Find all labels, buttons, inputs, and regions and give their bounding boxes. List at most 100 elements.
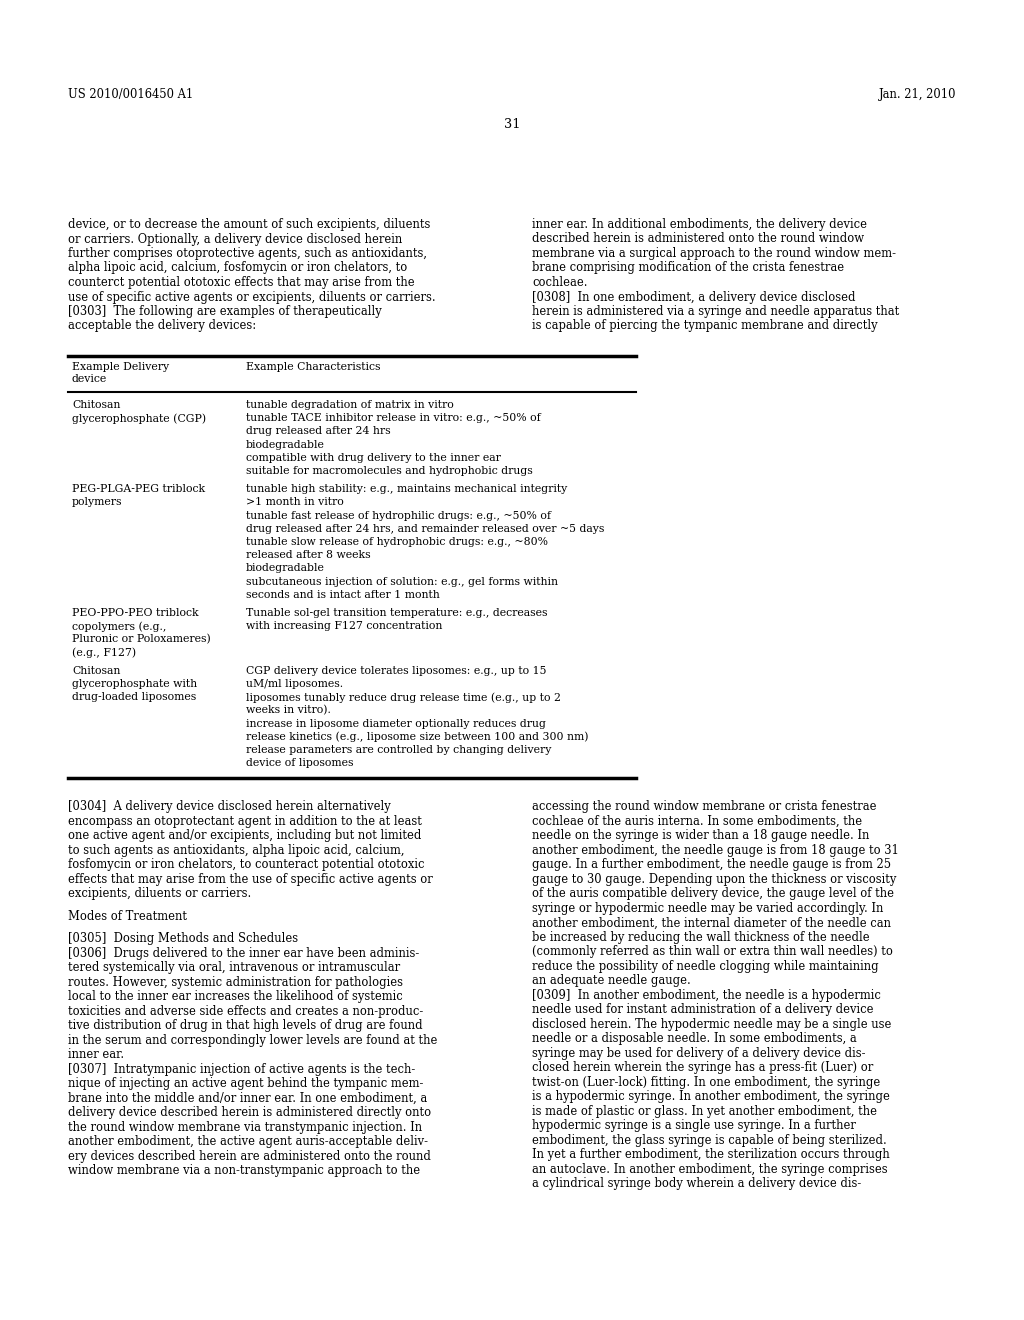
Text: reduce the possibility of needle clogging while maintaining: reduce the possibility of needle cloggin…	[532, 960, 879, 973]
Text: closed herein wherein the syringe has a press-fit (Luer) or: closed herein wherein the syringe has a …	[532, 1061, 873, 1074]
Text: PEG-PLGA-PEG triblock: PEG-PLGA-PEG triblock	[72, 484, 205, 494]
Text: released after 8 weeks: released after 8 weeks	[246, 550, 371, 560]
Text: drug released after 24 hrs, and remainder released over ~5 days: drug released after 24 hrs, and remainde…	[246, 524, 604, 533]
Text: [0309]  In another embodiment, the needle is a hypodermic: [0309] In another embodiment, the needle…	[532, 989, 881, 1002]
Text: release kinetics (e.g., liposome size between 100 and 300 nm): release kinetics (e.g., liposome size be…	[246, 731, 589, 742]
Text: Modes of Treatment: Modes of Treatment	[68, 909, 187, 923]
Text: in the serum and correspondingly lower levels are found at the: in the serum and correspondingly lower l…	[68, 1034, 437, 1047]
Text: or carriers. Optionally, a delivery device disclosed herein: or carriers. Optionally, a delivery devi…	[68, 232, 402, 246]
Text: excipients, diluents or carriers.: excipients, diluents or carriers.	[68, 887, 251, 900]
Text: [0303]  The following are examples of therapeutically: [0303] The following are examples of the…	[68, 305, 382, 318]
Text: is made of plastic or glass. In yet another embodiment, the: is made of plastic or glass. In yet anot…	[532, 1105, 877, 1118]
Text: glycerophosphate with: glycerophosphate with	[72, 678, 198, 689]
Text: accessing the round window membrane or crista fenestrae: accessing the round window membrane or c…	[532, 800, 877, 813]
Text: is a hypodermic syringe. In another embodiment, the syringe: is a hypodermic syringe. In another embo…	[532, 1090, 890, 1104]
Text: Example Delivery
device: Example Delivery device	[72, 362, 169, 384]
Text: PEO-PPO-PEO triblock: PEO-PPO-PEO triblock	[72, 609, 199, 618]
Text: [0307]  Intratympanic injection of active agents is the tech-: [0307] Intratympanic injection of active…	[68, 1063, 416, 1076]
Text: embodiment, the glass syringe is capable of being sterilized.: embodiment, the glass syringe is capable…	[532, 1134, 887, 1147]
Text: another embodiment, the active agent auris-acceptable deliv-: another embodiment, the active agent aur…	[68, 1135, 428, 1148]
Text: local to the inner ear increases the likelihood of systemic: local to the inner ear increases the lik…	[68, 990, 402, 1003]
Text: suitable for macromolecules and hydrophobic drugs: suitable for macromolecules and hydropho…	[246, 466, 532, 477]
Text: subcutaneous injection of solution: e.g., gel forms within: subcutaneous injection of solution: e.g.…	[246, 577, 558, 586]
Text: another embodiment, the internal diameter of the needle can: another embodiment, the internal diamete…	[532, 916, 891, 929]
Text: of the auris compatible delivery device, the gauge level of the: of the auris compatible delivery device,…	[532, 887, 894, 900]
Text: tered systemically via oral, intravenous or intramuscular: tered systemically via oral, intravenous…	[68, 961, 400, 974]
Text: inner ear.: inner ear.	[68, 1048, 124, 1061]
Text: uM/ml liposomes.: uM/ml liposomes.	[246, 678, 343, 689]
Text: alpha lipoic acid, calcium, fosfomycin or iron chelators, to: alpha lipoic acid, calcium, fosfomycin o…	[68, 261, 408, 275]
Text: tunable fast release of hydrophilic drugs: e.g., ~50% of: tunable fast release of hydrophilic drug…	[246, 511, 551, 520]
Text: (e.g., F127): (e.g., F127)	[72, 648, 136, 659]
Text: liposomes tunably reduce drug release time (e.g., up to 2: liposomes tunably reduce drug release ti…	[246, 692, 561, 702]
Text: to such agents as antioxidants, alpha lipoic acid, calcium,: to such agents as antioxidants, alpha li…	[68, 843, 404, 857]
Text: with increasing F127 concentration: with increasing F127 concentration	[246, 622, 442, 631]
Text: an autoclave. In another embodiment, the syringe comprises: an autoclave. In another embodiment, the…	[532, 1163, 888, 1176]
Text: Tunable sol-gel transition temperature: e.g., decreases: Tunable sol-gel transition temperature: …	[246, 609, 548, 618]
Text: Pluronic or Poloxameres): Pluronic or Poloxameres)	[72, 635, 211, 644]
Text: effects that may arise from the use of specific active agents or: effects that may arise from the use of s…	[68, 873, 433, 886]
Text: cochleae.: cochleae.	[532, 276, 588, 289]
Text: Chitosan: Chitosan	[72, 400, 121, 411]
Text: acceptable the delivery devices:: acceptable the delivery devices:	[68, 319, 256, 333]
Text: ery devices described herein are administered onto the round: ery devices described herein are adminis…	[68, 1150, 431, 1163]
Text: increase in liposome diameter optionally reduces drug: increase in liposome diameter optionally…	[246, 718, 546, 729]
Text: tunable degradation of matrix in vitro: tunable degradation of matrix in vitro	[246, 400, 454, 411]
Text: needle on the syringe is wider than a 18 gauge needle. In: needle on the syringe is wider than a 18…	[532, 829, 869, 842]
Text: toxicities and adverse side effects and creates a non-produc-: toxicities and adverse side effects and …	[68, 1005, 423, 1018]
Text: tunable slow release of hydrophobic drugs: e.g., ~80%: tunable slow release of hydrophobic drug…	[246, 537, 548, 546]
Text: herein is administered via a syringe and needle apparatus that: herein is administered via a syringe and…	[532, 305, 899, 318]
Text: device, or to decrease the amount of such excipients, diluents: device, or to decrease the amount of suc…	[68, 218, 430, 231]
Text: needle used for instant administration of a delivery device: needle used for instant administration o…	[532, 1003, 873, 1016]
Text: use of specific active agents or excipients, diluents or carriers.: use of specific active agents or excipie…	[68, 290, 435, 304]
Text: be increased by reducing the wall thickness of the needle: be increased by reducing the wall thickn…	[532, 931, 869, 944]
Text: compatible with drug delivery to the inner ear: compatible with drug delivery to the inn…	[246, 453, 501, 463]
Text: counterct potential ototoxic effects that may arise from the: counterct potential ototoxic effects tha…	[68, 276, 415, 289]
Text: polymers: polymers	[72, 498, 123, 507]
Text: biodegradable: biodegradable	[246, 440, 325, 450]
Text: CGP delivery device tolerates liposomes: e.g., up to 15: CGP delivery device tolerates liposomes:…	[246, 665, 547, 676]
Text: brane comprising modification of the crista fenestrae: brane comprising modification of the cri…	[532, 261, 844, 275]
Text: weeks in vitro).: weeks in vitro).	[246, 705, 331, 715]
Text: twist-on (Luer-lock) fitting. In one embodiment, the syringe: twist-on (Luer-lock) fitting. In one emb…	[532, 1076, 881, 1089]
Text: [0305]  Dosing Methods and Schedules: [0305] Dosing Methods and Schedules	[68, 932, 298, 945]
Text: gauge to 30 gauge. Depending upon the thickness or viscosity: gauge to 30 gauge. Depending upon the th…	[532, 873, 896, 886]
Text: In yet a further embodiment, the sterilization occurs through: In yet a further embodiment, the sterili…	[532, 1148, 890, 1162]
Text: release parameters are controlled by changing delivery: release parameters are controlled by cha…	[246, 744, 551, 755]
Text: >1 month in vitro: >1 month in vitro	[246, 498, 344, 507]
Text: cochleae of the auris interna. In some embodiments, the: cochleae of the auris interna. In some e…	[532, 814, 862, 828]
Text: copolymers (e.g.,: copolymers (e.g.,	[72, 622, 166, 632]
Text: fosfomycin or iron chelators, to counteract potential ototoxic: fosfomycin or iron chelators, to counter…	[68, 858, 425, 871]
Text: needle or a disposable needle. In some embodiments, a: needle or a disposable needle. In some e…	[532, 1032, 857, 1045]
Text: brane into the middle and/or inner ear. In one embodiment, a: brane into the middle and/or inner ear. …	[68, 1092, 427, 1105]
Text: syringe may be used for delivery of a delivery device dis-: syringe may be used for delivery of a de…	[532, 1047, 865, 1060]
Text: window membrane via a non-transtympanic approach to the: window membrane via a non-transtympanic …	[68, 1164, 420, 1177]
Text: [0308]  In one embodiment, a delivery device disclosed: [0308] In one embodiment, a delivery dev…	[532, 290, 855, 304]
Text: drug released after 24 hrs: drug released after 24 hrs	[246, 426, 390, 437]
Text: encompass an otoprotectant agent in addition to the at least: encompass an otoprotectant agent in addi…	[68, 814, 422, 828]
Text: is capable of piercing the tympanic membrane and directly: is capable of piercing the tympanic memb…	[532, 319, 878, 333]
Text: one active agent and/or excipients, including but not limited: one active agent and/or excipients, incl…	[68, 829, 421, 842]
Text: inner ear. In additional embodiments, the delivery device: inner ear. In additional embodiments, th…	[532, 218, 867, 231]
Text: routes. However, systemic administration for pathologies: routes. However, systemic administration…	[68, 975, 403, 989]
Text: [0306]  Drugs delivered to the inner ear have been adminis-: [0306] Drugs delivered to the inner ear …	[68, 946, 419, 960]
Text: a cylindrical syringe body wherein a delivery device dis-: a cylindrical syringe body wherein a del…	[532, 1177, 861, 1191]
Text: gauge. In a further embodiment, the needle gauge is from 25: gauge. In a further embodiment, the need…	[532, 858, 891, 871]
Text: 31: 31	[504, 117, 520, 131]
Text: an adequate needle gauge.: an adequate needle gauge.	[532, 974, 691, 987]
Text: hypodermic syringe is a single use syringe. In a further: hypodermic syringe is a single use syrin…	[532, 1119, 856, 1133]
Text: glycerophosphate (CGP): glycerophosphate (CGP)	[72, 413, 206, 424]
Text: seconds and is intact after 1 month: seconds and is intact after 1 month	[246, 590, 439, 599]
Text: tunable high stability: e.g., maintains mechanical integrity: tunable high stability: e.g., maintains …	[246, 484, 567, 494]
Text: another embodiment, the needle gauge is from 18 gauge to 31: another embodiment, the needle gauge is …	[532, 843, 899, 857]
Text: membrane via a surgical approach to the round window mem-: membrane via a surgical approach to the …	[532, 247, 896, 260]
Text: Jan. 21, 2010: Jan. 21, 2010	[879, 88, 956, 102]
Text: delivery device described herein is administered directly onto: delivery device described herein is admi…	[68, 1106, 431, 1119]
Text: tive distribution of drug in that high levels of drug are found: tive distribution of drug in that high l…	[68, 1019, 423, 1032]
Text: tunable TACE inhibitor release in vitro: e.g., ~50% of: tunable TACE inhibitor release in vitro:…	[246, 413, 541, 424]
Text: (commonly referred as thin wall or extra thin wall needles) to: (commonly referred as thin wall or extra…	[532, 945, 893, 958]
Text: further comprises otoprotective agents, such as antioxidants,: further comprises otoprotective agents, …	[68, 247, 427, 260]
Text: nique of injecting an active agent behind the tympanic mem-: nique of injecting an active agent behin…	[68, 1077, 423, 1090]
Text: drug-loaded liposomes: drug-loaded liposomes	[72, 692, 197, 702]
Text: [0304]  A delivery device disclosed herein alternatively: [0304] A delivery device disclosed herei…	[68, 800, 391, 813]
